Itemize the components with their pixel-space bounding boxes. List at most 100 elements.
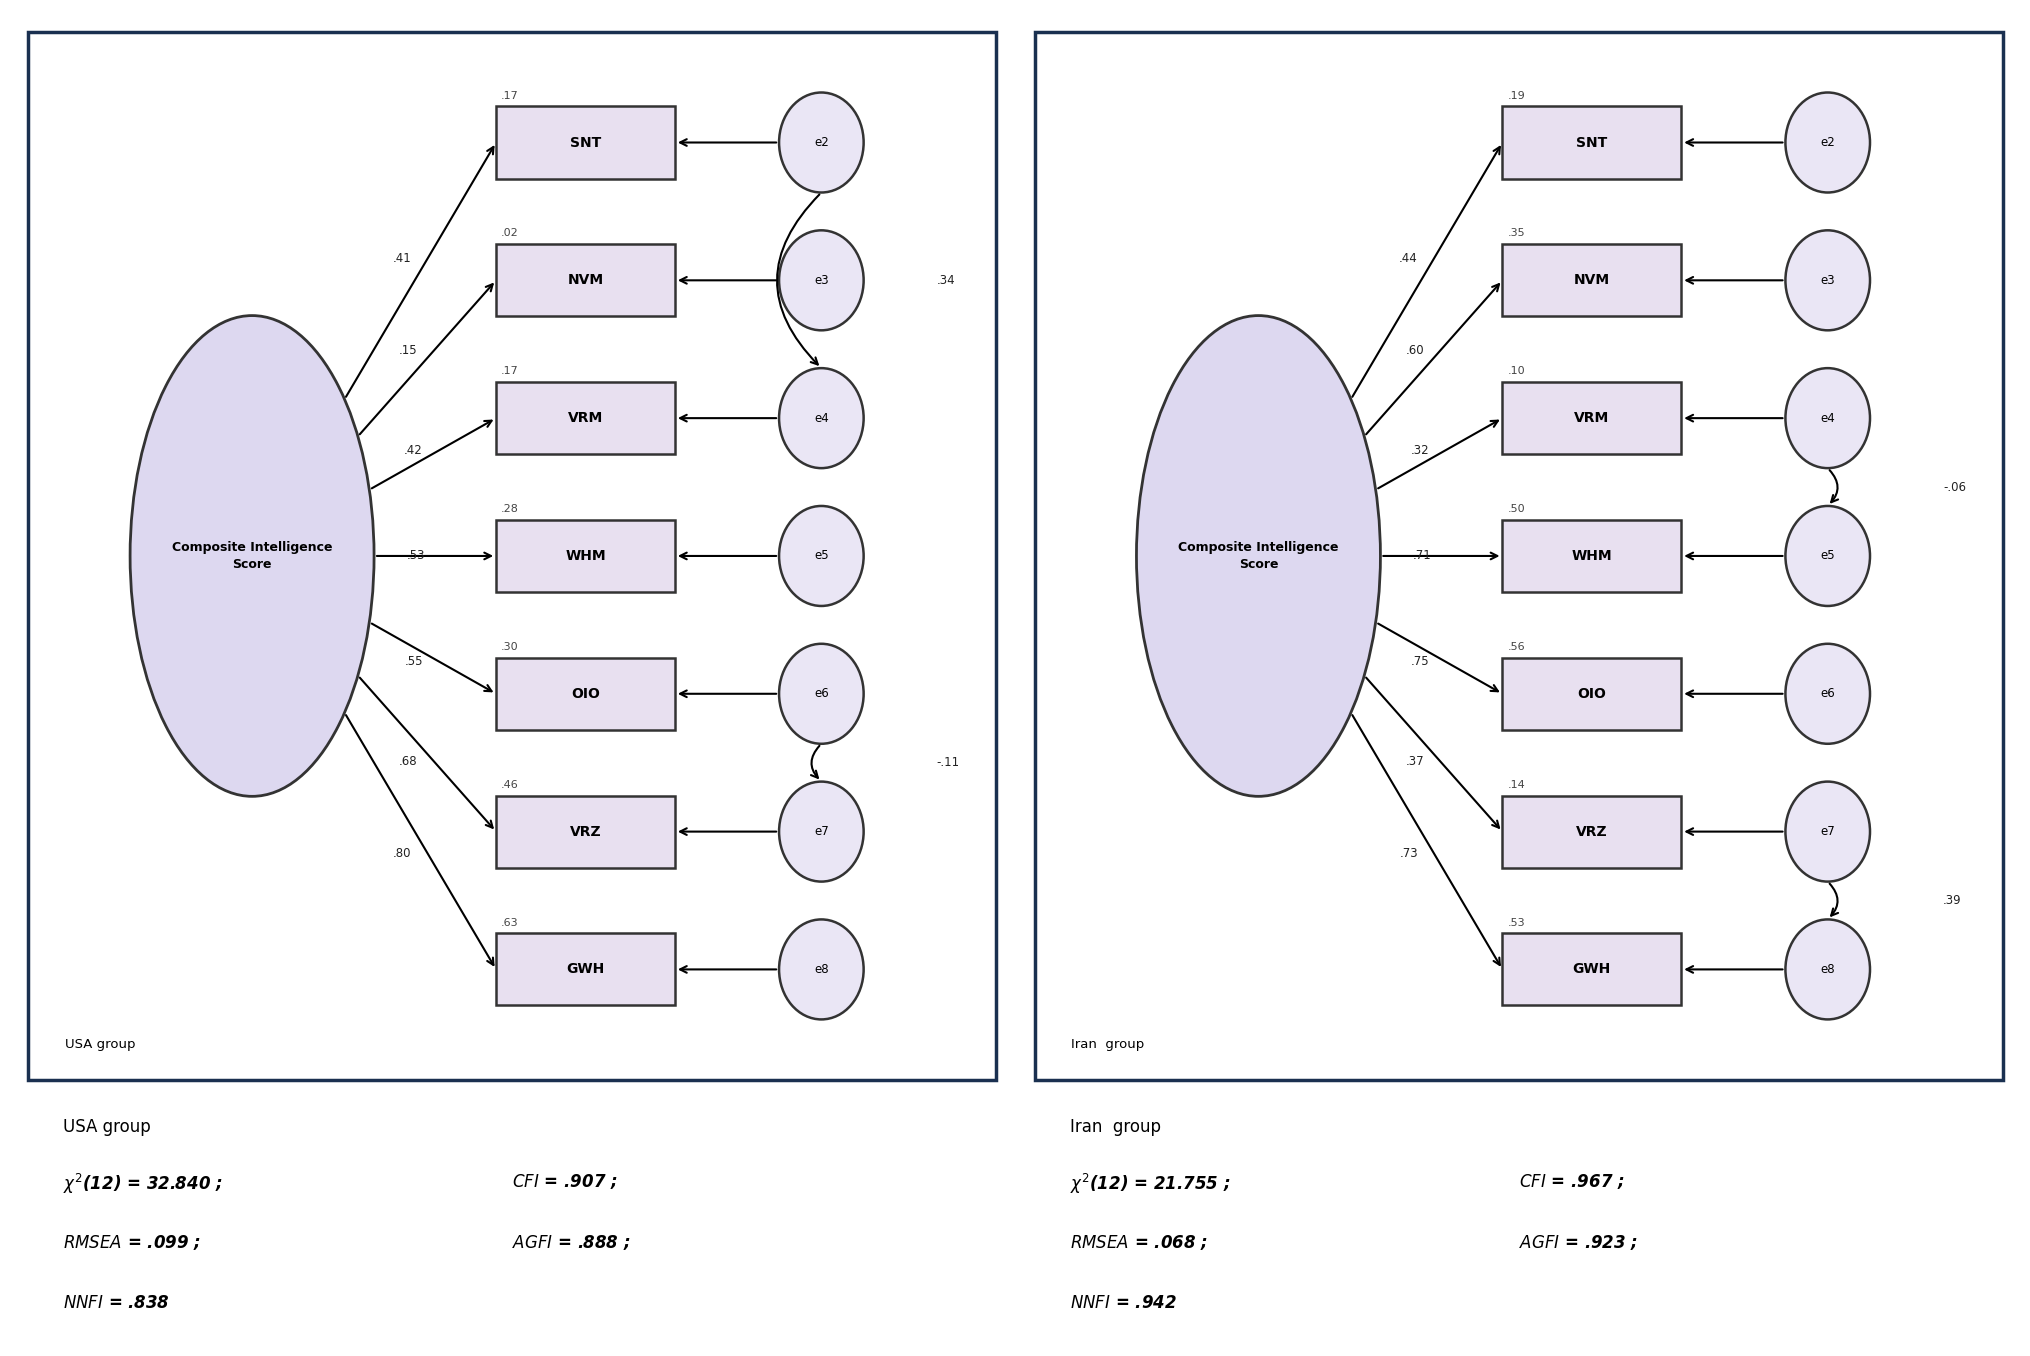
Circle shape xyxy=(1784,231,1870,331)
Circle shape xyxy=(1784,92,1870,193)
Text: .56: .56 xyxy=(1506,641,1525,652)
Text: .17: .17 xyxy=(501,366,518,377)
Text: .60: .60 xyxy=(1405,344,1423,357)
Text: .35: .35 xyxy=(1506,229,1525,239)
Text: Iran  group: Iran group xyxy=(1070,1117,1161,1136)
Text: .53: .53 xyxy=(1506,918,1525,928)
Text: NVM: NVM xyxy=(566,274,603,287)
Circle shape xyxy=(780,92,863,193)
FancyBboxPatch shape xyxy=(28,33,995,1079)
Text: .75: .75 xyxy=(1409,655,1429,669)
Text: .53: .53 xyxy=(406,549,424,563)
Text: WHM: WHM xyxy=(564,549,605,563)
Text: .37: .37 xyxy=(1405,755,1423,767)
Text: NVM: NVM xyxy=(1573,274,1610,287)
FancyBboxPatch shape xyxy=(1502,796,1681,868)
Text: VRZ: VRZ xyxy=(1575,824,1608,838)
Text: .63: .63 xyxy=(501,918,518,928)
FancyBboxPatch shape xyxy=(1502,107,1681,179)
Text: Composite Intelligence
Score: Composite Intelligence Score xyxy=(173,541,333,571)
FancyBboxPatch shape xyxy=(1035,33,2002,1079)
Circle shape xyxy=(780,644,863,744)
Text: Composite Intelligence
Score: Composite Intelligence Score xyxy=(1177,541,1338,571)
Circle shape xyxy=(1784,644,1870,744)
FancyBboxPatch shape xyxy=(1502,658,1681,730)
Ellipse shape xyxy=(1137,316,1380,796)
FancyBboxPatch shape xyxy=(495,519,674,593)
Text: e4: e4 xyxy=(814,412,828,424)
Text: SNT: SNT xyxy=(570,136,601,149)
Text: $\chi^2$(12) = 32.840 ;: $\chi^2$(12) = 32.840 ; xyxy=(63,1172,223,1196)
Text: $\mathit{RMSEA}$ = .068 ;: $\mathit{RMSEA}$ = .068 ; xyxy=(1070,1233,1208,1252)
Ellipse shape xyxy=(130,316,374,796)
Text: e4: e4 xyxy=(1819,412,1835,424)
Text: -.06: -.06 xyxy=(1943,480,1965,494)
FancyBboxPatch shape xyxy=(495,382,674,454)
Circle shape xyxy=(780,781,863,881)
Text: GWH: GWH xyxy=(1571,963,1610,976)
Text: $\mathit{AGFI}$ = .888 ;: $\mathit{AGFI}$ = .888 ; xyxy=(512,1233,631,1252)
Text: VRM: VRM xyxy=(1573,411,1608,426)
Text: .46: .46 xyxy=(501,780,518,789)
FancyBboxPatch shape xyxy=(495,796,674,868)
FancyBboxPatch shape xyxy=(1502,933,1681,1006)
Text: .10: .10 xyxy=(1506,366,1525,377)
Text: e7: e7 xyxy=(1819,824,1835,838)
FancyBboxPatch shape xyxy=(495,107,674,179)
Text: $\mathit{NNFI}$ = .942: $\mathit{NNFI}$ = .942 xyxy=(1070,1294,1175,1311)
Text: e2: e2 xyxy=(1819,136,1835,149)
Text: $\chi^2$(12) = 21.755 ;: $\chi^2$(12) = 21.755 ; xyxy=(1070,1172,1230,1196)
Circle shape xyxy=(1784,919,1870,1020)
Text: .02: .02 xyxy=(501,229,518,239)
Text: e6: e6 xyxy=(1819,687,1835,700)
Text: .42: .42 xyxy=(404,443,422,457)
Text: $\mathit{CFI}$ = .967 ;: $\mathit{CFI}$ = .967 ; xyxy=(1518,1172,1624,1191)
Text: OIO: OIO xyxy=(570,686,599,701)
Text: $\mathit{RMSEA}$ = .099 ;: $\mathit{RMSEA}$ = .099 ; xyxy=(63,1233,201,1252)
FancyBboxPatch shape xyxy=(1502,244,1681,316)
Circle shape xyxy=(780,231,863,331)
Text: e5: e5 xyxy=(1819,549,1835,563)
FancyBboxPatch shape xyxy=(495,658,674,730)
Text: .34: .34 xyxy=(936,274,954,287)
Text: USA group: USA group xyxy=(65,1039,136,1051)
Text: $\mathit{AGFI}$ = .923 ;: $\mathit{AGFI}$ = .923 ; xyxy=(1518,1233,1636,1252)
Text: Iran  group: Iran group xyxy=(1072,1039,1145,1051)
Text: .73: .73 xyxy=(1399,848,1417,861)
FancyBboxPatch shape xyxy=(495,244,674,316)
Text: e8: e8 xyxy=(1819,963,1835,976)
Text: .32: .32 xyxy=(1409,443,1429,457)
Circle shape xyxy=(780,367,863,468)
Text: e2: e2 xyxy=(814,136,828,149)
Text: .17: .17 xyxy=(501,91,518,100)
Text: .80: .80 xyxy=(394,848,412,861)
Text: .68: .68 xyxy=(398,755,418,767)
FancyBboxPatch shape xyxy=(495,933,674,1006)
Text: .19: .19 xyxy=(1506,91,1525,100)
Text: OIO: OIO xyxy=(1577,686,1606,701)
Text: $\mathit{NNFI}$ = .838: $\mathit{NNFI}$ = .838 xyxy=(63,1294,171,1311)
Text: e5: e5 xyxy=(814,549,828,563)
Text: e8: e8 xyxy=(814,963,828,976)
Text: e6: e6 xyxy=(814,687,828,700)
Text: .71: .71 xyxy=(1411,549,1431,563)
Text: VRZ: VRZ xyxy=(570,824,601,838)
Text: $\mathit{CFI}$ = .907 ;: $\mathit{CFI}$ = .907 ; xyxy=(512,1172,617,1191)
Circle shape xyxy=(780,506,863,606)
Circle shape xyxy=(1784,367,1870,468)
Circle shape xyxy=(780,919,863,1020)
Text: .55: .55 xyxy=(404,655,422,669)
Text: .50: .50 xyxy=(1506,504,1525,514)
Text: .30: .30 xyxy=(501,641,518,652)
Text: e3: e3 xyxy=(814,274,828,287)
Text: WHM: WHM xyxy=(1571,549,1612,563)
Text: .14: .14 xyxy=(1506,780,1525,789)
Text: GWH: GWH xyxy=(566,963,605,976)
FancyBboxPatch shape xyxy=(1502,519,1681,593)
Text: VRM: VRM xyxy=(568,411,603,426)
Circle shape xyxy=(1784,781,1870,881)
Text: -.11: -.11 xyxy=(936,757,960,769)
Text: .15: .15 xyxy=(398,344,418,357)
Text: e3: e3 xyxy=(1819,274,1835,287)
Text: .28: .28 xyxy=(501,504,518,514)
